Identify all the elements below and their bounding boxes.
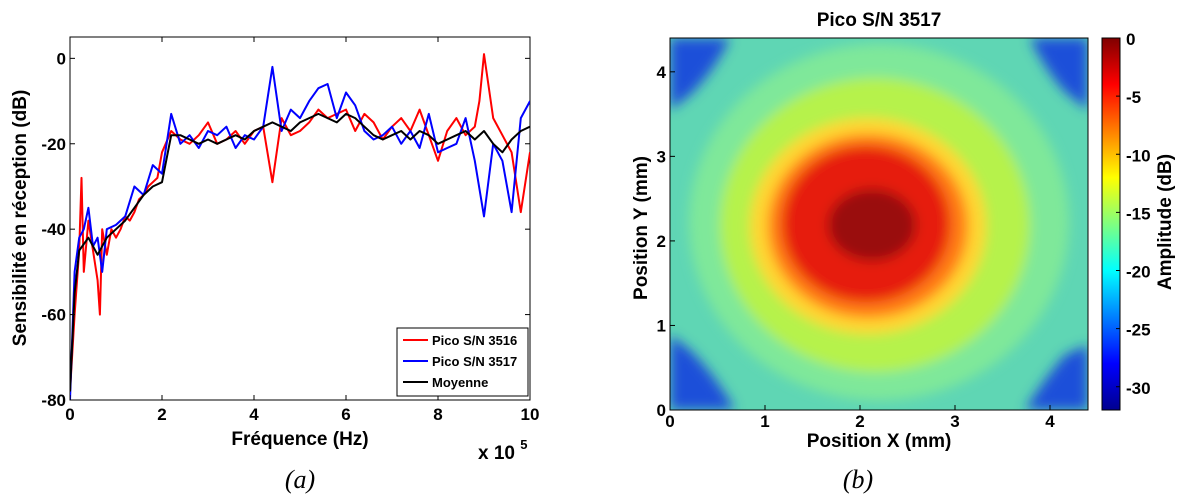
x-tick-label: 3 [950, 412, 959, 431]
x-axis-label-a: Fréquence (Hz) [231, 429, 368, 450]
peak-zone [828, 189, 916, 261]
x-tick-label: 4 [249, 405, 259, 424]
colorbar-ticks: 0 -5 -10 -15 -20 -25 -30 [1116, 30, 1151, 398]
y-axis-label-a: Sensibilité en réception (dB) [10, 90, 31, 347]
colorbar-tick-label: -20 [1126, 263, 1151, 282]
x-tick-label: 2 [157, 405, 166, 424]
legend-label-moyenne: Moyenne [432, 375, 488, 390]
x-tick-label: 2 [855, 412, 864, 431]
colorbar-label: Amplitude (dB) [1155, 154, 1176, 290]
heatmap-field [670, 38, 1088, 410]
corner-blob-bl [670, 335, 735, 410]
x-scale-factor: x 10 5 [478, 437, 528, 464]
y-tick-label: -80 [41, 391, 66, 410]
x-axis-label-b: Position X (mm) [807, 431, 952, 452]
corner-blob-tl [670, 38, 730, 110]
y-tick-label: -60 [41, 306, 66, 325]
amplitude-heatmap: Pico S/N 3517 0 1 2 3 4 0 1 2 3 4 Position X (mm)… [631, 10, 1176, 494]
plot-area-b [669, 37, 1089, 411]
x-tick-label: 6 [341, 405, 350, 424]
x-tick-label: 4 [1045, 412, 1055, 431]
corner-blob-tr [1030, 38, 1088, 110]
x-tick-label: 8 [433, 405, 442, 424]
x-tick-label: 1 [760, 412, 769, 431]
series-line-1 [70, 65, 530, 400]
sensitivity-line-chart: 0 2 4 6 8 10 -80 -60 -40 -20 0 Fréquence (Hz) Sens… [10, 36, 539, 494]
heatmap-title: Pico S/N 3517 [817, 10, 942, 31]
y-axis-label-b: Position Y (mm) [631, 156, 652, 300]
colorbar-tick-label: -25 [1126, 321, 1151, 340]
y-tick-label: 3 [657, 147, 666, 166]
legend: Pico S/N 3516 Pico S/N 3517 Moyenne [396, 327, 529, 397]
y-tick-label: -20 [41, 135, 66, 154]
y-tick-label: 1 [657, 316, 666, 335]
colorbar-tick-label: -15 [1126, 204, 1151, 223]
series-line-2 [70, 112, 530, 392]
y-tick-label: 2 [657, 232, 666, 251]
caption-b: (b) [843, 465, 873, 494]
colorbar-tick-label: -10 [1126, 146, 1151, 165]
legend-label-3516: Pico S/N 3516 [432, 333, 517, 348]
x-tick-label: 0 [665, 412, 674, 431]
colorbar-tick-label: -5 [1126, 88, 1141, 107]
colorbar [1101, 37, 1121, 411]
caption-a: (a) [285, 465, 315, 494]
x-tick-label: 0 [65, 405, 74, 424]
y-tick-label: 0 [57, 49, 66, 68]
y-tick-label: -40 [41, 220, 66, 239]
x-scale-exponent: 5 [520, 437, 527, 452]
x-tick-label: 10 [521, 405, 540, 424]
y-tick-label: 0 [657, 401, 666, 420]
y-tick-label: 4 [657, 63, 667, 82]
colorbar-tick-label: 0 [1126, 30, 1135, 49]
corner-blob-br [1025, 345, 1088, 410]
series-group [70, 53, 530, 400]
colorbar-tick-label: -30 [1126, 379, 1151, 398]
legend-label-3517: Pico S/N 3517 [432, 354, 517, 369]
axis-ticks-b: 0 1 2 3 4 0 1 2 3 4 [657, 63, 1056, 431]
axis-ticks-a: 0 2 4 6 8 10 -80 -60 -40 -20 0 [41, 37, 539, 424]
